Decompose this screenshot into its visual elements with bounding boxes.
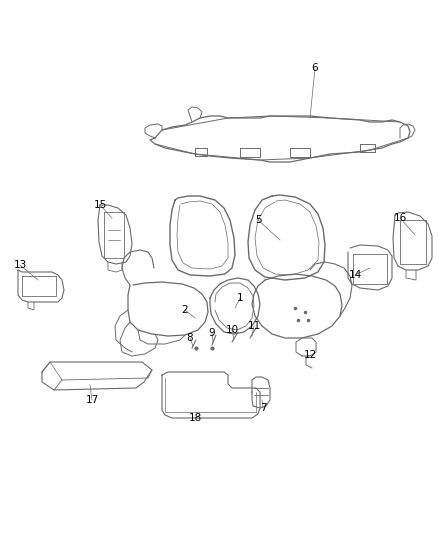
Text: 18: 18: [188, 413, 201, 423]
Text: 8: 8: [187, 333, 193, 343]
Text: 10: 10: [226, 325, 239, 335]
Text: 15: 15: [93, 200, 106, 210]
Text: 11: 11: [247, 321, 261, 331]
Text: 14: 14: [348, 270, 362, 280]
Text: 5: 5: [254, 215, 261, 225]
Text: 9: 9: [208, 328, 215, 338]
Text: 13: 13: [14, 260, 27, 270]
Text: 17: 17: [85, 395, 99, 405]
Text: 1: 1: [237, 293, 244, 303]
Text: 2: 2: [182, 305, 188, 315]
Text: 12: 12: [304, 350, 317, 360]
Text: 7: 7: [260, 403, 266, 413]
Text: 6: 6: [312, 63, 318, 73]
Text: 16: 16: [393, 213, 406, 223]
